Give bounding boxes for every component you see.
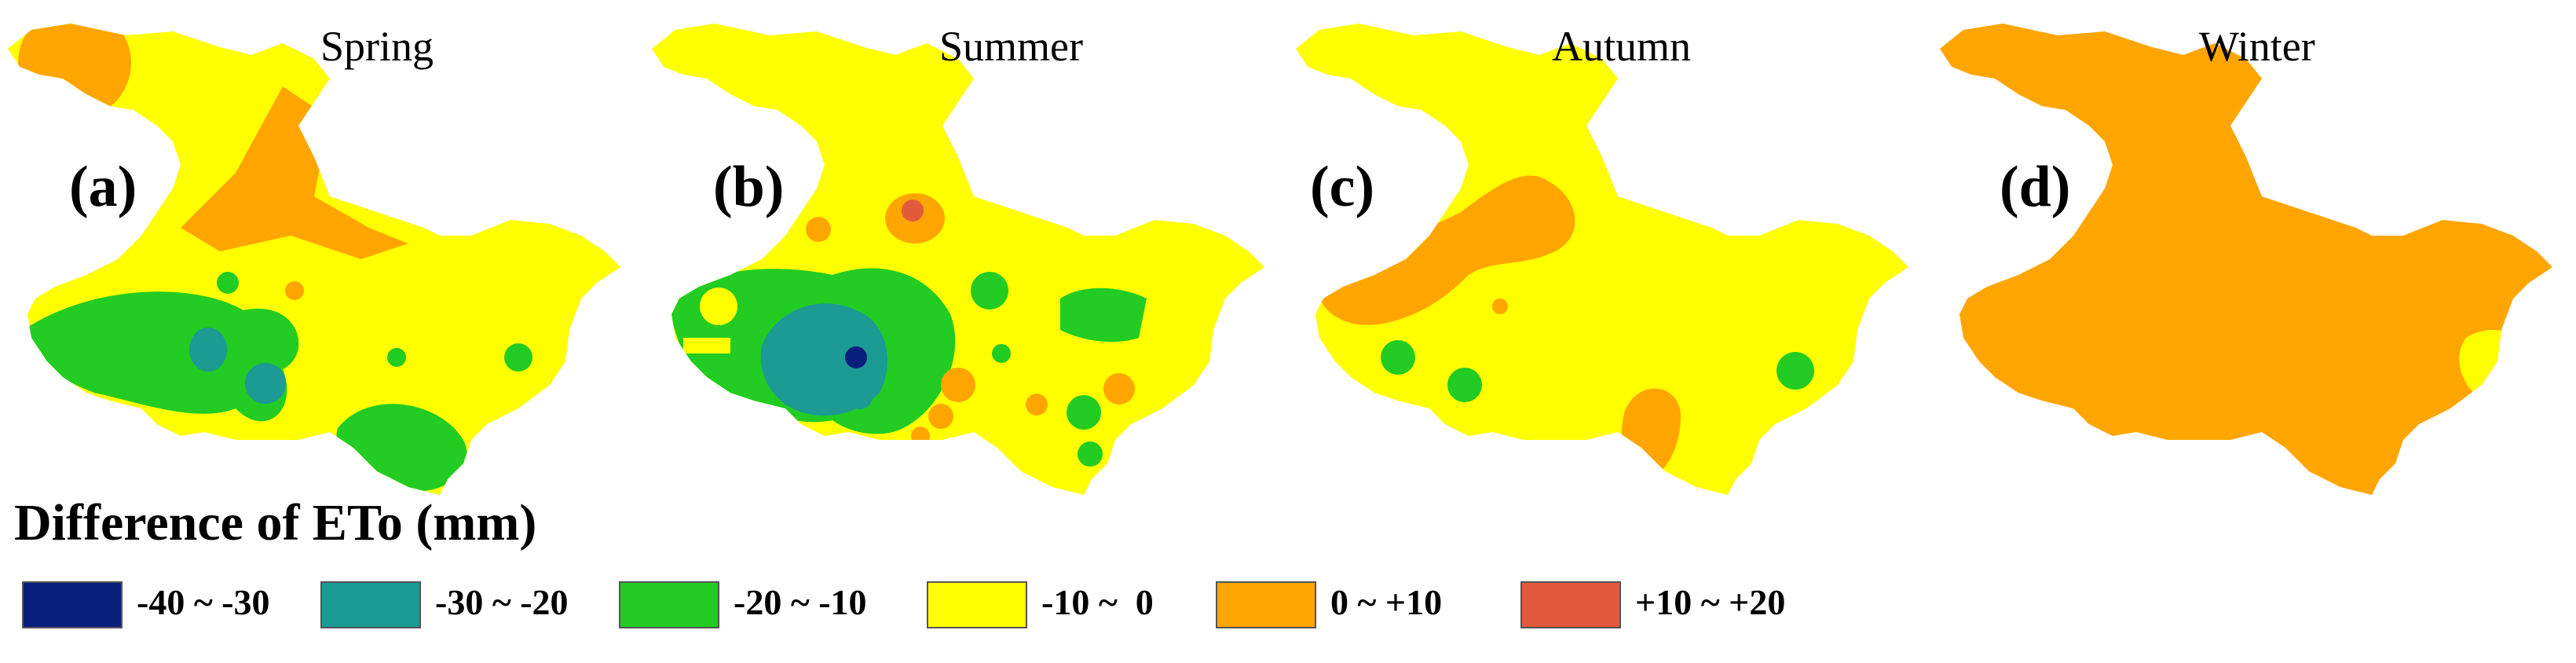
legend-swatch (927, 581, 1027, 628)
zone (1067, 395, 1101, 430)
season-title: Autumn (1552, 23, 1692, 70)
zone (24, 291, 299, 422)
region-base (1296, 24, 1908, 495)
season-title: Winter (2199, 23, 2315, 70)
panel-letter: (d) (2000, 155, 2071, 219)
zone (1776, 352, 1814, 390)
region-base (1940, 24, 2552, 495)
panel-winter: Winter (d) (1932, 0, 2576, 503)
zone (683, 338, 730, 353)
zone (700, 288, 737, 325)
panel-letter: (a) (69, 155, 137, 219)
anomaly-zones (2459, 330, 2537, 399)
legend-label: -10 ~ 0 (1041, 582, 1154, 622)
map-autumn (1296, 24, 1908, 495)
legend-label: -40 ~ -30 (137, 582, 270, 622)
legend-swatch (1216, 581, 1316, 628)
panel-summer: Summer (b) (644, 0, 1288, 503)
map-spring (8, 24, 620, 495)
zone (1447, 368, 1482, 402)
zone (806, 217, 831, 242)
zone (1103, 373, 1135, 405)
legend-swatch (320, 581, 421, 628)
zone (181, 86, 408, 259)
panel-letter: (c) (1310, 155, 1375, 219)
zone (245, 363, 286, 404)
legend-swatch (619, 581, 719, 628)
zone (1026, 394, 1048, 416)
legend-swatch (1520, 581, 1621, 628)
zone (941, 368, 975, 402)
zone (1060, 288, 1147, 342)
legend-swatch (22, 581, 123, 628)
panel-letter: (b) (713, 155, 785, 219)
zone (285, 281, 304, 300)
zone (2459, 330, 2537, 399)
map-summer (652, 24, 1264, 495)
zone (1381, 340, 1415, 375)
zone (1319, 175, 1575, 325)
legend-title: Difference of ETo (mm) (14, 494, 537, 551)
legend-label: +10 ~ +20 (1635, 582, 1786, 622)
anomaly-zones (668, 193, 1147, 467)
panel-autumn: Autumn (c) (1288, 0, 1932, 503)
legend-label: 0 ~ +10 (1330, 582, 1443, 622)
map-winter (1940, 24, 2552, 495)
zone (189, 328, 227, 372)
zone (1492, 299, 1508, 314)
zone (928, 404, 953, 429)
region-base (652, 24, 1264, 495)
season-title: Spring (320, 23, 434, 70)
zone (217, 272, 239, 294)
season-title: Summer (939, 23, 1083, 70)
zone (992, 344, 1011, 363)
legend-label: -30 ~ -20 (435, 582, 569, 622)
zone (911, 427, 930, 445)
zone (847, 384, 873, 409)
zone (18, 24, 131, 119)
zone (845, 346, 867, 368)
zone (1078, 441, 1103, 467)
zone (504, 343, 532, 372)
zone (387, 348, 406, 367)
zone (902, 200, 924, 222)
panel-spring: Spring (a) (0, 0, 644, 503)
legend-label: -20 ~ -10 (734, 582, 867, 622)
zone (971, 272, 1008, 310)
